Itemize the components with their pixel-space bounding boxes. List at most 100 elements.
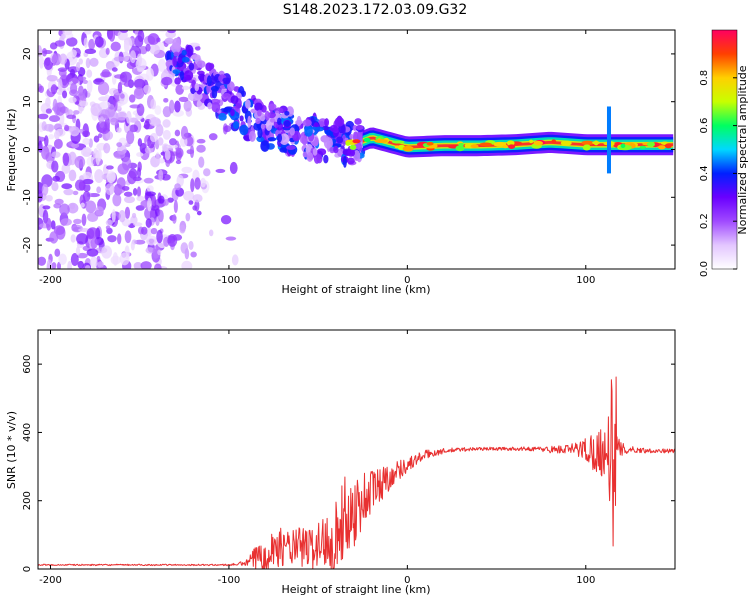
spectrogram-noise-blob	[163, 97, 169, 103]
spectrogram-noise-blob	[124, 230, 132, 244]
spectrogram-noise-blob	[149, 44, 160, 55]
spectrogram-noise-blob	[136, 152, 144, 157]
spectrogram-noise-blob	[133, 261, 143, 269]
spectrogram-noise-blob	[167, 30, 176, 34]
spectrogram-noise-blob	[105, 219, 113, 226]
spectrogram-noise-blob	[155, 152, 160, 165]
spectrogram-noise-blob	[158, 195, 165, 204]
spectrogram-noise-blob	[73, 110, 80, 115]
spectrogram-noise-blob	[80, 202, 85, 208]
spectrogram-noise-blob	[111, 209, 116, 223]
spectrogram-noise-blob	[119, 252, 130, 266]
spectrogram-noise-blob	[51, 160, 59, 173]
spectrogram-noise-blob	[50, 84, 58, 95]
spectrogram-ridge-blob	[183, 70, 194, 81]
spectrogram-carrier-band	[362, 136, 674, 149]
spectrogram-noise-blob	[46, 217, 52, 231]
spectrogram-noise-blob	[41, 174, 53, 188]
spectrogram-peak-spot	[581, 140, 594, 146]
spectrogram-ridge-blob	[172, 55, 177, 67]
spectrogram-noise-blob	[183, 190, 195, 201]
x-tick-label: 0	[404, 575, 410, 586]
spectrogram-ridge-blob	[264, 110, 270, 121]
spectrogram-ridge-blob	[230, 108, 235, 117]
spectrogram-noise-blob	[96, 186, 102, 194]
spectrogram-peak-spot	[349, 144, 357, 150]
spectrogram-ridge-blob	[286, 145, 296, 150]
spectrogram-peak-spot	[402, 145, 414, 152]
spectrogram-noise-blob	[46, 259, 53, 269]
spectrogram-noise-blob	[75, 61, 81, 72]
spectrogram-peak-spot	[529, 139, 534, 144]
spectrogram-ridge-blob	[302, 119, 312, 127]
spectrogram-noise-blob	[149, 132, 159, 143]
spectrogram-ridge-blob	[255, 117, 261, 125]
spectrogram-ridge-blob	[279, 133, 290, 145]
spectrogram-noise-blob	[154, 263, 162, 269]
spectrogram-noise-blob	[164, 149, 171, 161]
spectrogram-noise-blob	[129, 50, 137, 64]
spectrogram-ridge-blob	[257, 128, 263, 139]
spectrogram-noise-blob	[76, 233, 89, 245]
spectrogram-spike	[606, 106, 611, 174]
spectrogram-x-label: Height of straight line (km)	[281, 283, 430, 296]
spectrogram-peak-spot	[392, 140, 405, 144]
spectrogram-ridge-blob	[277, 117, 282, 126]
spectrogram-noise-blob	[97, 81, 110, 96]
spectrogram-noise-blob	[181, 260, 193, 269]
spectrogram-ridge-blob	[222, 93, 232, 99]
spectrogram-noise-blob	[190, 178, 195, 193]
spectrogram-noise-blob	[86, 248, 99, 257]
spectrogram-noise-blob	[157, 249, 162, 256]
colorbar-tick-label: 0.2	[699, 213, 710, 229]
spectrogram-ridge-blob	[206, 75, 212, 87]
spectrogram-noise-blob	[158, 209, 164, 223]
spectrogram-ridge-blob	[279, 147, 287, 153]
spectrogram-noise-blob	[174, 129, 181, 137]
spectrogram-noise-blob	[136, 53, 142, 67]
spectrogram-noise-blob	[69, 126, 80, 137]
spectrogram-noise-blob	[162, 129, 171, 140]
spectrogram-noise-blob	[49, 231, 59, 244]
spectrogram-noise-blob	[49, 42, 58, 50]
spectrogram-noise-blob	[150, 98, 157, 110]
spectrogram-noise-blob	[140, 226, 148, 235]
spectrogram-noise-blob	[147, 33, 160, 45]
spectrogram-x-ticks: -200 -100 0 100	[39, 30, 595, 286]
spectrogram-noise-blob	[195, 45, 201, 51]
spectrogram-noise-blob	[120, 93, 125, 99]
spectrogram-noise-blob	[104, 94, 110, 100]
spectrogram-noise-blob	[62, 90, 68, 99]
spectrogram-noise-blob	[72, 190, 79, 196]
spectrogram-noise-blob	[145, 67, 155, 81]
spectrogram-noise-blob	[161, 76, 173, 86]
spectrogram-noise-blob	[73, 218, 82, 225]
y-tick-label: 0	[22, 146, 33, 152]
spectrogram-noise-blob	[71, 76, 79, 84]
spectrogram-peak-spot	[639, 145, 646, 149]
spectrogram-noise-blob	[167, 234, 178, 247]
spectrogram-noise-blob	[78, 58, 83, 65]
spectrogram-noise-blob	[215, 168, 226, 173]
spectrogram-noise-blob	[74, 179, 86, 191]
spectrogram-noise-blob	[108, 30, 116, 42]
colorbar: 0.0 0.2 0.4 0.6 0.8 Normalized spectral ampl…	[699, 29, 749, 277]
spectrogram-noise-blob	[175, 84, 185, 95]
spectrogram-ridge-blob	[198, 73, 206, 81]
snr-frame	[37, 329, 676, 570]
spectrogram-peak-spot	[458, 142, 464, 147]
spectrogram-noise-blob	[124, 206, 131, 219]
spectrogram-peak-spot	[352, 139, 361, 144]
spectrogram-noise-blob	[123, 196, 136, 204]
spectrogram-noise-blob	[118, 210, 126, 223]
spectrogram-noise-blob	[45, 108, 52, 114]
spectrogram-noise-blob	[194, 199, 200, 212]
spectrogram-ridge-blob	[267, 137, 277, 142]
spectrogram-noise-blob	[107, 104, 116, 118]
spectrogram-ridge-blob	[181, 56, 190, 63]
spectrogram-noise-blob	[97, 261, 104, 268]
spectrogram-noise-blob	[229, 161, 238, 175]
spectrogram-peak-spot	[503, 144, 508, 149]
spectrogram-noise-blob	[51, 262, 57, 269]
spectrogram-noise-blob	[145, 247, 155, 254]
